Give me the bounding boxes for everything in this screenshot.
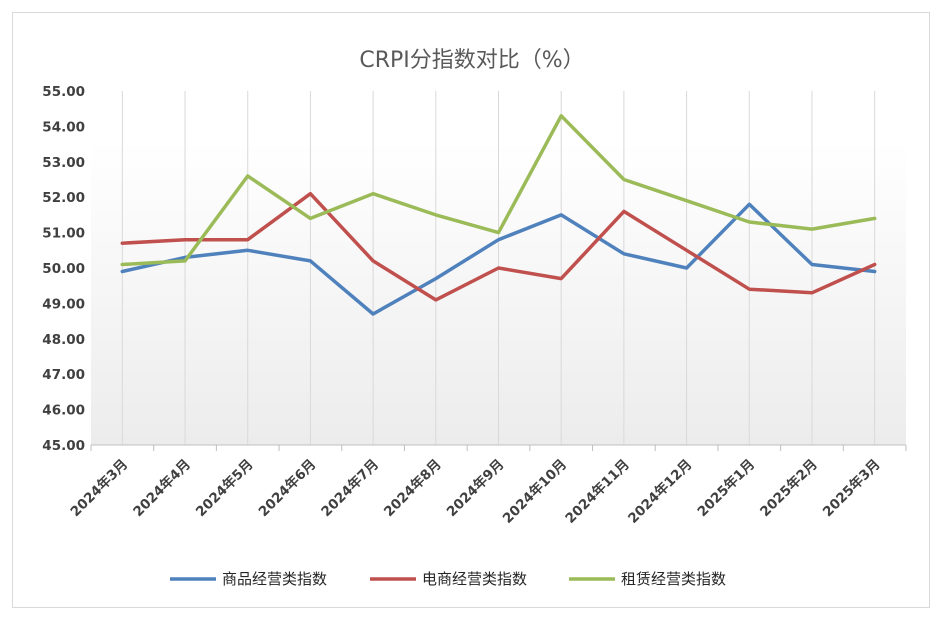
x-tick-label: 2024年7月	[318, 456, 382, 520]
y-tick-label: 50.00	[42, 261, 85, 277]
data-point	[622, 210, 626, 213]
data-point	[121, 263, 124, 266]
legend-label: 租赁经营类指数	[621, 570, 726, 588]
x-tick-label: 2024年4月	[130, 456, 194, 520]
y-tick-label: 55.00	[42, 84, 85, 100]
y-tick-label: 52.00	[42, 190, 85, 206]
x-tick-label: 2025年2月	[756, 456, 820, 520]
data-point	[559, 213, 563, 217]
data-point	[497, 266, 500, 270]
y-tick-label: 53.00	[42, 155, 85, 171]
data-point	[309, 192, 312, 195]
data-point	[434, 277, 438, 280]
data-point	[371, 312, 375, 316]
data-point	[371, 192, 375, 195]
data-point	[810, 263, 814, 266]
x-tick-label: 2024年5月	[192, 456, 256, 520]
data-point	[622, 252, 626, 256]
y-tick-label: 45.00	[42, 438, 85, 454]
y-tick-label: 49.00	[42, 296, 85, 312]
y-tick-label: 46.00	[42, 403, 85, 419]
y-tick-label: 51.00	[42, 226, 85, 242]
data-point	[497, 238, 500, 241]
chart-title: CRPI分指数对比（%）	[359, 48, 584, 73]
data-point	[183, 238, 187, 241]
data-point	[559, 277, 563, 280]
data-point	[748, 220, 751, 224]
data-point	[246, 238, 249, 241]
data-point	[748, 288, 751, 291]
y-tick-label: 48.00	[42, 332, 85, 348]
data-point	[246, 174, 249, 178]
chart-frame: CRPI分指数对比（%） 45.00 46.00 47.00 48.00 49.00 50…	[12, 12, 930, 608]
data-point	[873, 263, 876, 266]
data-point	[685, 249, 688, 252]
legend-label: 商品经营类指数	[222, 570, 327, 588]
data-point	[873, 217, 876, 220]
data-point	[685, 266, 688, 270]
data-point	[622, 178, 626, 181]
x-tick-label: 2024年3月	[67, 456, 131, 520]
x-tick-label: 2025年1月	[694, 456, 758, 520]
data-point	[810, 227, 814, 231]
data-point	[873, 270, 876, 273]
data-point	[497, 231, 500, 234]
data-point	[183, 259, 187, 263]
data-point	[434, 298, 438, 302]
data-point	[309, 259, 312, 263]
data-point	[685, 199, 688, 202]
legend-label: 电商经营类指数	[422, 570, 527, 588]
x-tick-label: 2024年11月	[562, 456, 633, 527]
x-tick-label: 2024年9月	[443, 456, 507, 520]
data-point	[810, 291, 814, 294]
data-point	[309, 217, 312, 220]
x-tick-label: 2024年12月	[624, 456, 695, 527]
y-tick-label: 54.00	[42, 119, 85, 135]
data-point	[748, 203, 751, 206]
data-point	[434, 213, 438, 217]
data-point	[246, 249, 249, 252]
data-point	[121, 242, 124, 245]
data-point	[371, 259, 375, 263]
x-tick-label: 2024年6月	[255, 456, 319, 520]
y-tick-label: 47.00	[42, 367, 85, 383]
line-chart: CRPI分指数对比（%） 45.00 46.00 47.00 48.00 49.00 50…	[42, 48, 907, 588]
data-point	[121, 270, 124, 273]
x-tick-label: 2024年8月	[380, 456, 444, 520]
x-tick-label: 2025年3月	[819, 456, 883, 520]
x-tick-label: 2024年10月	[499, 456, 570, 527]
data-point	[559, 114, 563, 117]
